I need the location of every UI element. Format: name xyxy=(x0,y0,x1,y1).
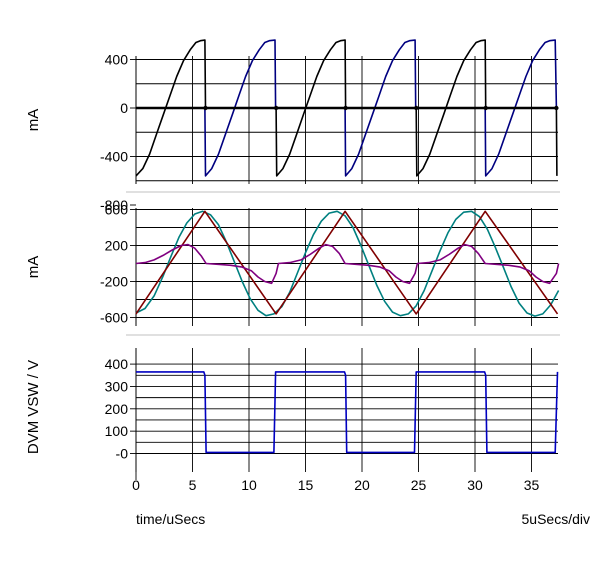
time-scale-label: 5uSecs/div xyxy=(522,511,590,527)
y-axis-title: DVM VSW / V xyxy=(25,360,42,454)
y-tick-label: 400 xyxy=(105,52,129,68)
x-tick-label: 20 xyxy=(354,477,370,493)
panel-3: 0 5 10 15 20 25 30 35 400 300 200 100 -0 DVM VSW / V xyxy=(25,348,559,493)
y-axis-title: mA xyxy=(25,256,42,279)
series-line xyxy=(136,371,559,454)
x-tick-label: 0 xyxy=(132,477,140,493)
switch-point-marker xyxy=(273,105,279,111)
y-tick-label: 300 xyxy=(105,378,129,394)
switch-point-marker xyxy=(203,105,208,111)
y-tick-label: -200 xyxy=(100,274,128,290)
y-tick-label: 0 xyxy=(120,100,128,116)
y-tick-label: 400 xyxy=(105,356,129,372)
x-tick-label: 5 xyxy=(189,477,197,493)
x-tick-label: 25 xyxy=(411,477,427,493)
series-line xyxy=(135,39,558,177)
y-tick-label: 200 xyxy=(105,238,129,254)
switch-point-marker xyxy=(414,105,419,111)
x-tick-label: 30 xyxy=(467,477,483,493)
switch-point-marker xyxy=(554,105,559,111)
y-axis-title: mA xyxy=(25,109,42,132)
y-tick-label: -800 xyxy=(100,197,128,213)
x-tick-label: 15 xyxy=(298,477,314,493)
series-line xyxy=(136,39,558,177)
series-line xyxy=(135,210,560,317)
panel-1: 400 0 -400 -800 mA xyxy=(25,39,559,213)
y-tick-label: -400 xyxy=(100,149,128,165)
x-axis-label: time/uSecs xyxy=(136,511,205,527)
y-tick-label: 600 xyxy=(105,202,129,218)
x-tick-label: 10 xyxy=(241,477,257,493)
panel-2: 600 200 -200 -600 mA xyxy=(25,202,560,326)
y-tick-label: 100 xyxy=(105,423,129,439)
series-line xyxy=(135,210,559,315)
y-tick-label: 200 xyxy=(105,401,129,417)
y-tick-label: -0 xyxy=(116,446,129,462)
x-tick-label: 35 xyxy=(524,477,540,493)
y-tick-label: -600 xyxy=(100,310,128,326)
switch-point-marker xyxy=(483,105,488,111)
switch-point-marker xyxy=(343,105,348,111)
series-line xyxy=(135,243,560,285)
